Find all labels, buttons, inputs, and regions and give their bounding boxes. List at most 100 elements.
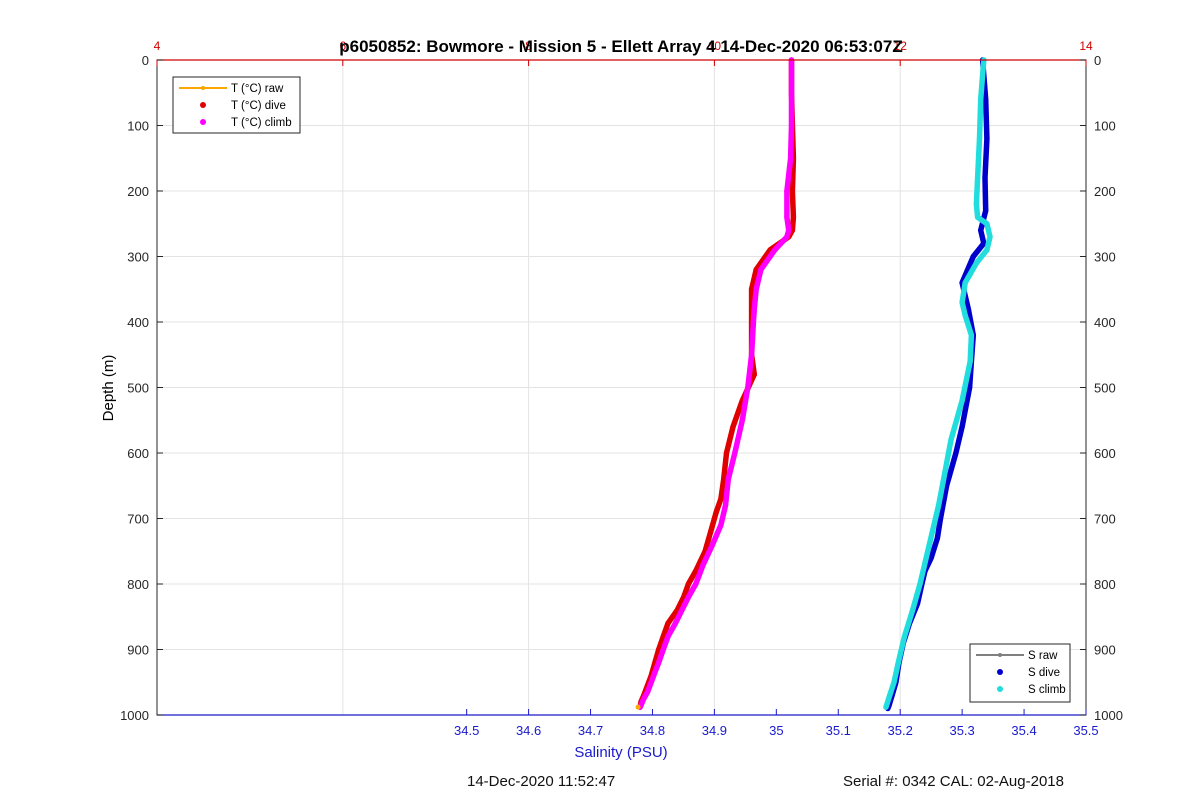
data-point <box>973 260 979 266</box>
series-t-c-climb <box>637 57 795 710</box>
y-tick-label-right: 400 <box>1094 315 1116 330</box>
y-tick-label-left: 200 <box>127 184 149 199</box>
x-tick-label: 35.1 <box>826 723 851 738</box>
data-point <box>923 555 929 561</box>
y-tick-label-right: 800 <box>1094 577 1116 592</box>
data-point <box>660 646 666 653</box>
data-point <box>700 561 706 567</box>
data-point <box>975 214 981 220</box>
legend-swatch-dot <box>997 686 1003 692</box>
y-tick-label-left: 900 <box>127 643 149 658</box>
legend-label: S dive <box>1028 667 1060 679</box>
x-tick-label: 34.7 <box>578 723 603 738</box>
temp-tick-label: 8 <box>525 39 532 53</box>
series-line <box>637 57 797 710</box>
data-point <box>751 306 757 312</box>
data-point <box>745 384 751 391</box>
series-line <box>637 57 795 710</box>
data-point <box>966 384 973 391</box>
data-point <box>648 679 654 685</box>
data-point <box>732 450 738 456</box>
data-point <box>959 424 965 430</box>
legend-label: S raw <box>1028 650 1058 662</box>
data-point <box>644 689 651 695</box>
x-tick-label: 34.5 <box>454 723 479 738</box>
y-tick-label-left: 1000 <box>120 708 149 723</box>
legend-swatch-dot <box>997 669 1003 675</box>
data-point <box>641 696 647 702</box>
y-axis-label: Depth (m) <box>100 355 117 422</box>
temp-tick-label: 10 <box>708 39 722 53</box>
data-point <box>718 522 724 528</box>
x-tick-label: 35.2 <box>888 723 913 738</box>
data-point <box>895 660 901 666</box>
data-point <box>656 660 662 666</box>
data-point <box>982 175 988 181</box>
y-tick-label-left: 800 <box>127 577 149 592</box>
legend-item: S raw <box>976 650 1058 662</box>
legend-label: S climb <box>1028 684 1066 696</box>
x-axis-label: Salinity (PSU) <box>574 744 667 761</box>
x-tick-label: 35.4 <box>1011 723 1036 738</box>
legend-label: T (°C) raw <box>231 83 284 95</box>
y-tick-label-left: 100 <box>127 119 149 134</box>
data-point <box>784 188 790 194</box>
data-point <box>959 299 965 305</box>
data-point <box>953 450 959 456</box>
data-point <box>758 267 764 273</box>
footer-timestamp: 14-Dec-2020 11:52:47 <box>467 773 616 790</box>
temp-tick-label: 6 <box>339 39 346 53</box>
data-point <box>751 371 757 377</box>
temperature-legend: T (°C) raw T (°C) dive T (°C) climb <box>172 76 301 134</box>
data-point <box>753 267 759 273</box>
x-tick-label: 34.9 <box>702 723 727 738</box>
legend-label: T (°C) climb <box>231 117 292 129</box>
data-point <box>883 704 889 710</box>
data-point <box>753 286 759 292</box>
data-point <box>722 502 729 508</box>
temp-tick-label: 14 <box>1079 39 1093 53</box>
data-point <box>984 221 990 227</box>
data-point <box>962 280 968 286</box>
data-point <box>772 247 778 253</box>
data-point <box>917 581 923 587</box>
data-point <box>962 312 968 319</box>
legend-swatch-dot <box>200 102 206 108</box>
data-point <box>891 679 897 685</box>
data-point <box>984 136 990 142</box>
y-tick-label-left: 0 <box>142 53 149 68</box>
series-s-climb <box>883 57 993 710</box>
series-s-dive <box>885 57 990 712</box>
chart-title: p6050852: Bowmore - Mission 5 - Ellett A… <box>339 37 902 56</box>
footer-serial: Serial #: 0342 CAL: 02-Aug-2018 <box>843 773 1064 790</box>
data-point <box>940 476 947 482</box>
data-point <box>721 476 727 482</box>
data-point <box>968 332 975 338</box>
legend-item: T (°C) climb <box>200 117 292 129</box>
y-tick-label-left: 400 <box>127 315 149 330</box>
salinity-legend: S raw S dive S climb <box>969 643 1071 703</box>
data-point <box>660 633 666 640</box>
data-point <box>983 208 989 214</box>
data-point <box>672 620 678 626</box>
temp-tick-label: 4 <box>154 39 161 53</box>
legend-label: T (°C) dive <box>231 100 286 112</box>
y-tick-label-left: 500 <box>127 381 149 396</box>
data-point <box>981 240 987 246</box>
y-tick-label-right: 900 <box>1094 643 1116 658</box>
y-tick-label-left: 700 <box>127 512 149 527</box>
data-point <box>685 581 691 587</box>
legend-swatch-marker <box>998 653 1002 657</box>
data-point <box>929 529 936 535</box>
legend-swatch-marker <box>201 86 205 90</box>
data-point <box>967 358 973 364</box>
series-t-c-dive <box>637 57 797 710</box>
data-point <box>708 529 714 535</box>
y-tick-label-right: 700 <box>1094 512 1116 527</box>
data-point <box>935 502 942 508</box>
y-tick-label-right: 100 <box>1094 119 1116 134</box>
data-point <box>909 607 916 613</box>
data-point <box>984 247 990 253</box>
data-point <box>959 398 965 404</box>
